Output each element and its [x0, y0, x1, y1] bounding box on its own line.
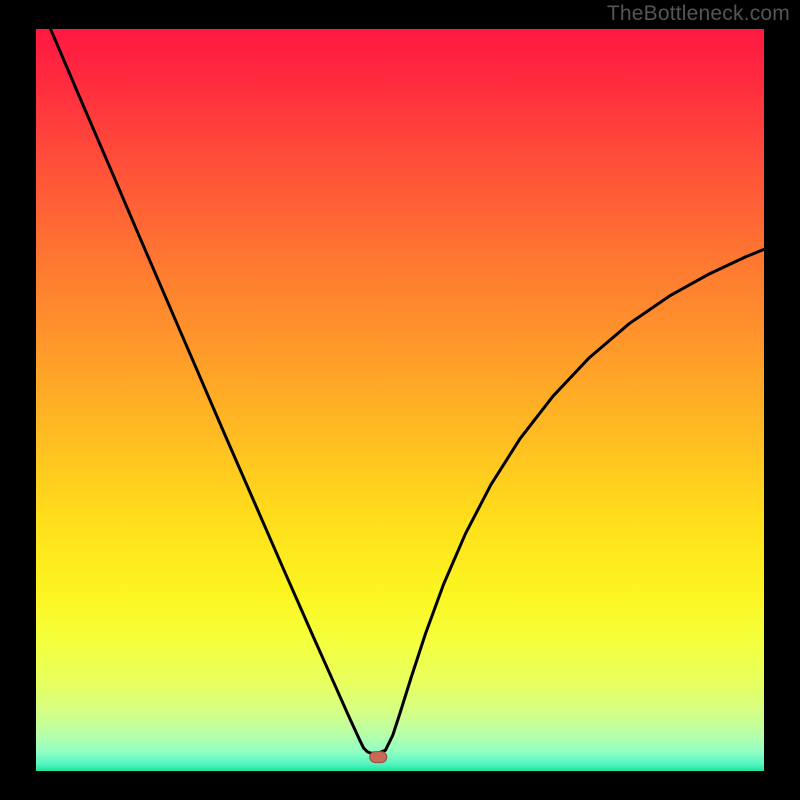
plot-area	[36, 29, 764, 771]
chart-frame: TheBottleneck.com	[0, 0, 800, 800]
watermark-text: TheBottleneck.com	[607, 2, 790, 26]
optimal-point-marker	[369, 751, 386, 763]
plot-outer	[0, 0, 800, 800]
bottleneck-curve	[36, 29, 764, 771]
